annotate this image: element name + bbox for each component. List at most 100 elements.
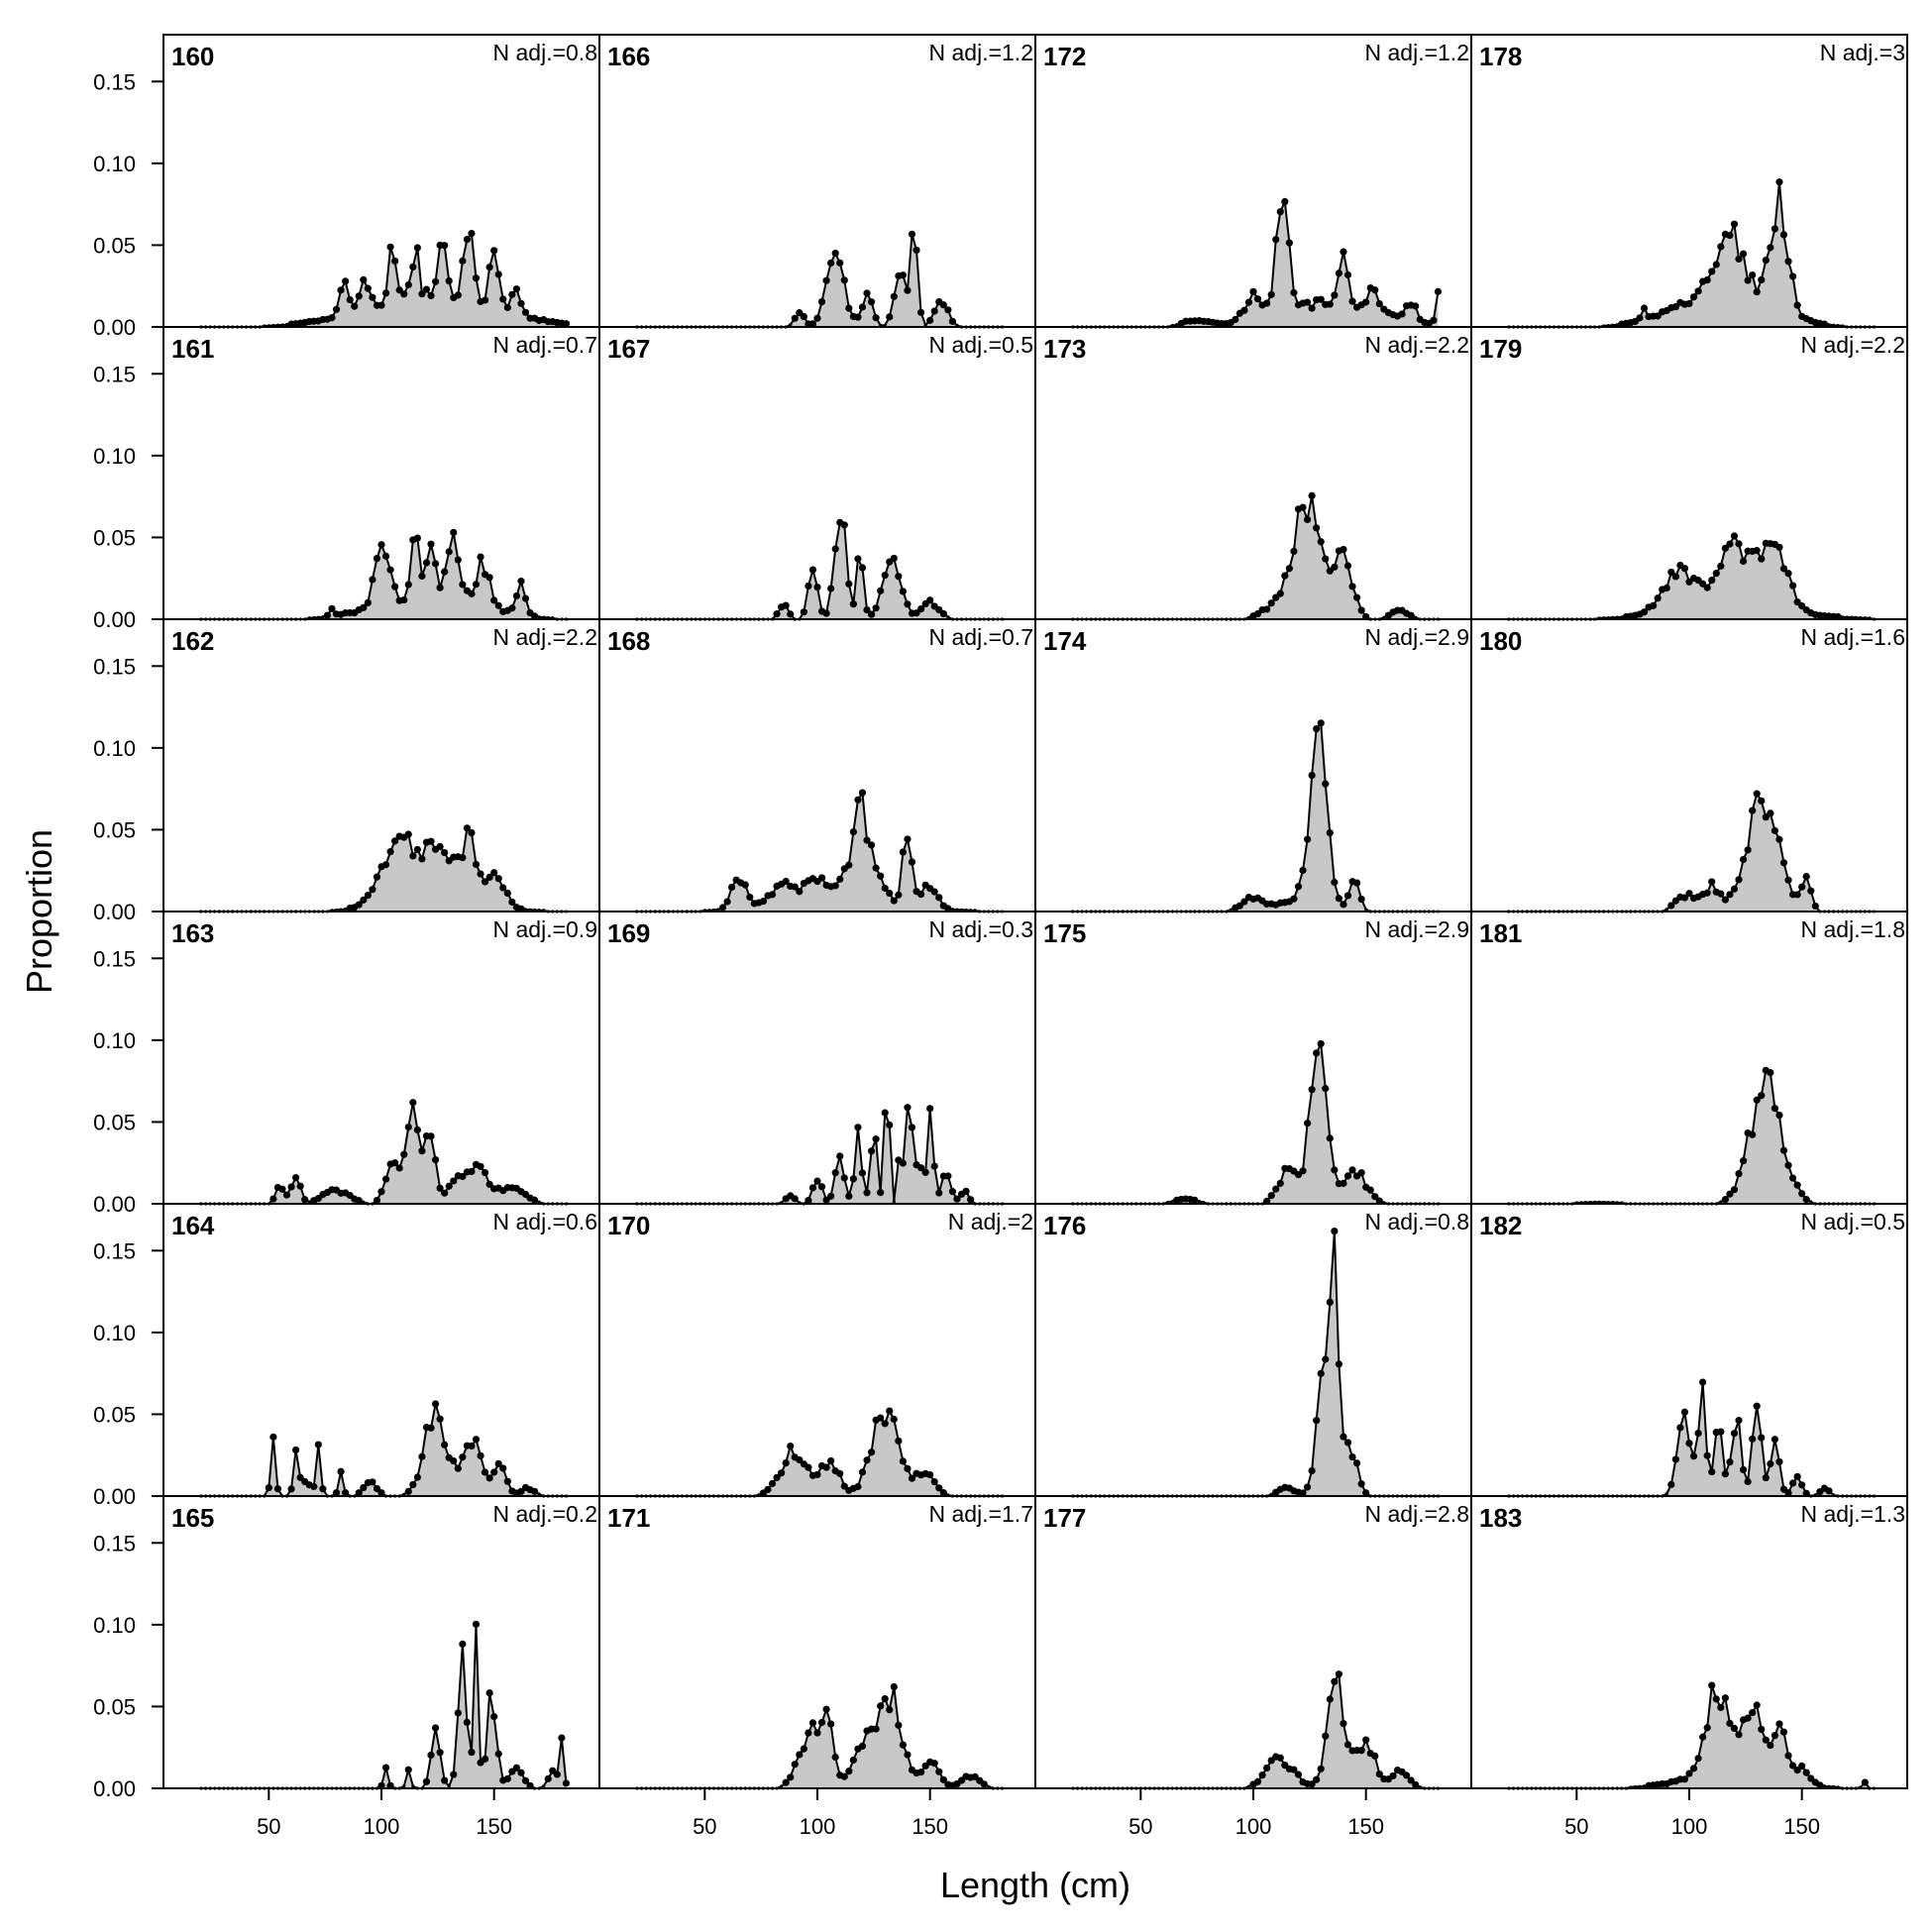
data-point	[930, 1760, 938, 1768]
data-point	[858, 1742, 867, 1750]
data-point	[278, 1185, 286, 1193]
data-point	[1694, 1429, 1702, 1438]
data-point	[926, 1105, 934, 1113]
data-point	[1615, 615, 1619, 619]
data-point	[1753, 1096, 1761, 1104]
data-point	[418, 1452, 426, 1460]
data-point	[1784, 1161, 1792, 1169]
data-point	[1775, 1111, 1783, 1120]
data-point	[1240, 898, 1248, 906]
data-point	[1671, 1455, 1679, 1463]
data-point	[485, 1689, 493, 1697]
data-point	[1762, 257, 1770, 265]
data-point	[523, 908, 528, 912]
area-fill	[1073, 495, 1439, 619]
data-point	[427, 837, 435, 845]
panel-nadj-label: N adj.=1.7	[929, 1501, 1034, 1527]
data-point	[854, 1482, 862, 1491]
data-point	[808, 566, 817, 574]
y-tick-label: 0.05	[93, 1694, 136, 1719]
data-point	[1703, 584, 1711, 591]
y-tick-label: 0.00	[93, 900, 136, 924]
data-point	[881, 1420, 889, 1428]
data-point	[364, 598, 372, 606]
data-point	[723, 898, 731, 906]
data-point	[450, 528, 458, 537]
y-tick-label: 0.00	[93, 1776, 136, 1801]
data-point	[827, 1456, 835, 1465]
data-point	[849, 1756, 857, 1765]
data-point	[1294, 1771, 1303, 1778]
data-point	[1726, 1458, 1734, 1466]
data-point	[1762, 1473, 1770, 1482]
data-point	[553, 1771, 561, 1778]
data-point	[858, 1468, 867, 1476]
data-point	[877, 872, 885, 880]
data-point	[287, 1183, 295, 1191]
data-point	[468, 229, 476, 238]
data-point	[436, 842, 444, 851]
data-point	[445, 276, 453, 285]
data-point	[447, 1784, 451, 1788]
data-point	[863, 1189, 871, 1197]
data-point	[1798, 1190, 1806, 1198]
data-point	[517, 1769, 525, 1776]
data-point	[1721, 1470, 1729, 1478]
data-point	[1322, 1355, 1330, 1363]
data-point	[314, 1441, 322, 1449]
data-point	[1371, 1752, 1379, 1760]
y-tick-label: 0.00	[93, 315, 136, 340]
area-fill	[1073, 1043, 1439, 1204]
data-point	[1730, 220, 1739, 228]
panel-169: 169 N adj.=0.3	[607, 916, 1033, 1206]
data-point	[381, 289, 390, 297]
data-point	[886, 889, 894, 898]
data-point	[490, 247, 498, 255]
data-point	[477, 1451, 484, 1459]
data-point	[796, 888, 804, 896]
data-point	[904, 1751, 912, 1759]
area-fill	[1073, 1231, 1439, 1496]
data-point	[418, 572, 426, 581]
data-point	[1340, 901, 1347, 909]
data-point	[1317, 1039, 1325, 1048]
data-point	[409, 852, 417, 860]
y-tick-label: 0.15	[93, 69, 136, 94]
data-point	[1680, 1775, 1689, 1783]
data-point	[1739, 250, 1748, 258]
panel-id-label: 179	[1479, 334, 1522, 364]
data-point	[503, 303, 511, 312]
panel-id-label: 177	[1043, 1503, 1086, 1533]
data-point	[800, 312, 807, 321]
data-point	[1253, 1777, 1262, 1785]
data-point	[836, 1469, 844, 1477]
data-point	[436, 1184, 444, 1192]
data-point	[1326, 300, 1334, 308]
data-point	[1303, 298, 1312, 306]
data-point	[1322, 1732, 1330, 1740]
data-point	[1326, 828, 1334, 837]
data-point	[386, 566, 394, 574]
data-point	[759, 898, 768, 906]
data-point	[454, 1464, 462, 1472]
data-point	[1726, 1190, 1734, 1198]
data-point	[323, 611, 332, 619]
series-line	[201, 1403, 567, 1497]
y-tick-label: 0.15	[93, 362, 136, 386]
data-point	[360, 896, 368, 904]
data-point	[521, 1776, 530, 1784]
data-point	[1793, 1181, 1801, 1189]
data-point	[782, 601, 790, 609]
data-point	[1326, 1298, 1334, 1306]
data-point	[1739, 1465, 1748, 1474]
data-point	[1664, 908, 1668, 912]
panel-nadj-label: N adj.=0.7	[493, 332, 598, 358]
data-point	[980, 1780, 988, 1788]
data-point	[472, 581, 481, 589]
data-point	[1775, 1457, 1783, 1466]
panel-nadj-label: N adj.=0.2	[493, 1501, 598, 1527]
data-point	[485, 873, 493, 882]
data-point	[402, 1784, 406, 1788]
x-tick-label: 50	[1564, 1814, 1588, 1839]
